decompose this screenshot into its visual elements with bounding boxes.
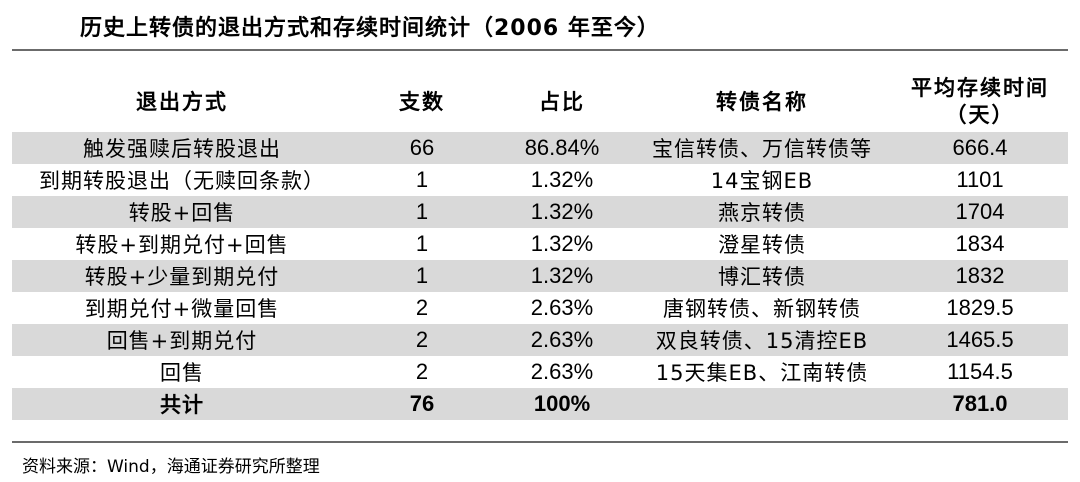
cell-total-avg-days: 781.0 (892, 388, 1068, 420)
cell-count: 2 (415, 295, 429, 320)
table-title: 历史上转债的退出方式和存续时间统计（2006 年至今） (80, 16, 660, 41)
cell-total-count: 76 (352, 388, 492, 420)
cell-share: 1.32% (492, 260, 632, 292)
table-row: 转股+回售 1 1.32% 燕京转债 1704 (12, 196, 1068, 228)
top-rule (12, 49, 1068, 51)
cell-share: 2.63% (530, 295, 594, 320)
col-header-names: 转债名称 (716, 89, 808, 114)
header-row: 退出方式 支数 占比 转债名称 平均存续时间 （天） (12, 72, 1068, 132)
cell-avg-days: 1832 (892, 260, 1068, 292)
col-header-count: 支数 (399, 89, 445, 114)
cell-total-share: 100% (492, 388, 632, 420)
cell-count: 1 (415, 231, 429, 256)
cell-share: 1.32% (530, 231, 594, 256)
bottom-rule (12, 441, 1068, 443)
cell-method: 转股+到期兑付+回售 (75, 233, 289, 257)
total-row: 共计 76 100% 781.0 (12, 388, 1068, 420)
cell-total-label: 共计 (12, 388, 352, 420)
col-header-avg-days-line1: 平均存续时间 (911, 76, 1049, 100)
cell-count: 1 (352, 196, 492, 228)
col-header-avg-days-line2: （天） (945, 103, 1015, 127)
cell-names: 15天集EB、江南转债 (655, 361, 869, 385)
cell-count: 2 (352, 324, 492, 356)
table-row: 转股+到期兑付+回售 1 1.32% 澄星转债 1834 (12, 228, 1068, 260)
cell-count: 1 (415, 167, 429, 192)
cell-total-names (632, 388, 892, 420)
cell-avg-days: 666.4 (892, 132, 1068, 164)
cell-names: 宝信转债、万信转债等 (632, 132, 892, 164)
cell-avg-days: 1101 (956, 167, 1004, 192)
cell-count: 66 (352, 132, 492, 164)
cell-avg-days: 1154.5 (947, 359, 1013, 384)
cell-avg-days: 1829.5 (946, 295, 1014, 320)
col-header-share: 占比 (539, 89, 585, 114)
cell-names: 博汇转债 (632, 260, 892, 292)
cell-share: 1.32% (492, 196, 632, 228)
cell-method: 到期兑付+微量回售 (84, 297, 280, 321)
cell-names: 澄星转债 (718, 233, 806, 257)
cell-names: 14宝钢EB (710, 169, 814, 193)
cell-method: 回售+到期兑付 (12, 324, 352, 356)
col-header-method: 退出方式 (136, 89, 228, 114)
cell-method: 触发强赎后转股退出 (12, 132, 352, 164)
cell-names: 燕京转债 (632, 196, 892, 228)
cell-share: 86.84% (492, 132, 632, 164)
cell-avg-days: 1465.5 (892, 324, 1068, 356)
table-row: 到期兑付+微量回售 2 2.63% 唐钢转债、新钢转债 1829.5 (12, 292, 1068, 324)
cell-names: 双良转债、15清控EB (632, 324, 892, 356)
cell-share: 2.63% (530, 359, 594, 384)
cell-names: 唐钢转债、新钢转债 (663, 297, 861, 321)
cell-method: 转股+回售 (12, 196, 352, 228)
cell-count: 1 (352, 260, 492, 292)
table-row: 到期转股退出（无赎回条款） 1 1.32% 14宝钢EB 1101 (12, 164, 1068, 196)
table-row: 回售+到期兑付 2 2.63% 双良转债、15清控EB 1465.5 (12, 324, 1068, 356)
cell-share: 2.63% (492, 324, 632, 356)
table-row: 转股+少量到期兑付 1 1.32% 博汇转债 1832 (12, 260, 1068, 292)
cell-avg-days: 1704 (892, 196, 1068, 228)
cell-share: 1.32% (530, 167, 594, 192)
cell-count: 2 (415, 359, 429, 384)
table-row: 回售 2 2.63% 15天集EB、江南转债 1154.5 (12, 356, 1068, 388)
table-row: 触发强赎后转股退出 66 86.84% 宝信转债、万信转债等 666.4 (12, 132, 1068, 164)
source-note: 资料来源：Wind，海通证券研究所整理 (22, 457, 320, 477)
cell-avg-days: 1834 (955, 231, 1005, 256)
cell-method: 回售 (160, 361, 204, 385)
cell-method: 到期转股退出（无赎回条款） (39, 169, 325, 193)
exit-stats-table: 退出方式 支数 占比 转债名称 平均存续时间 （天） 触发强赎后转股退出 66 … (12, 72, 1068, 420)
col-header-avg-days: 平均存续时间 （天） (892, 72, 1068, 132)
cell-method: 转股+少量到期兑付 (12, 260, 352, 292)
